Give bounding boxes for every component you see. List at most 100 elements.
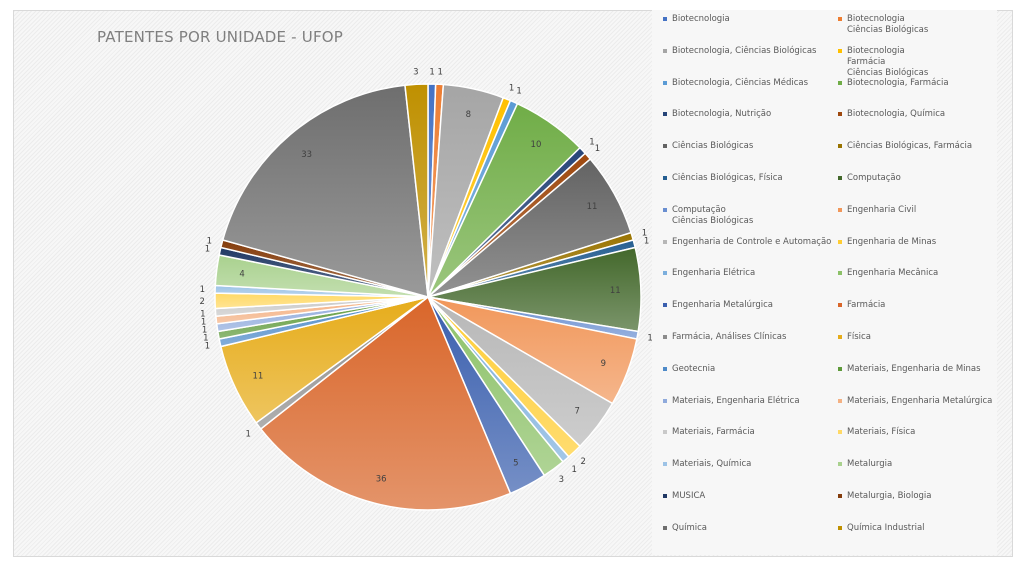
data-label: 11 — [610, 286, 621, 296]
legend-item: MUSICA — [663, 491, 705, 502]
legend-item: Materiais, Engenharia de Minas — [838, 364, 981, 375]
legend-label: Engenharia de Controle e Automação — [672, 236, 832, 247]
data-label: 1 — [516, 86, 521, 96]
legend-marker-icon — [838, 112, 842, 117]
legend-marker-icon — [838, 525, 842, 530]
data-label: 1 — [203, 334, 208, 344]
legend-item: Metalurgia, Biologia — [838, 491, 932, 502]
legend-label: Materiais, Engenharia Metalúrgica — [847, 395, 993, 406]
pie-slice[interactable]: Química Industrial: 3 — [404, 83, 429, 298]
data-label: 9 — [601, 359, 606, 369]
legend-label: Farmácia — [847, 300, 886, 311]
data-label: 1 — [589, 138, 594, 148]
legend-marker-icon — [663, 112, 667, 117]
legend-item: Engenharia Metalúrgica — [663, 300, 773, 311]
legend-label: Farmácia, Análises Clínicas — [672, 332, 787, 342]
legend-marker-icon — [838, 239, 842, 244]
data-label: 1 — [246, 430, 251, 440]
legend-label: Biotecnologia, Ciências Biológicas — [672, 45, 817, 56]
data-label: 5 — [513, 459, 518, 469]
legend-marker-icon — [663, 303, 667, 308]
legend-marker-icon — [663, 366, 667, 371]
legend-label: Metalurgia — [847, 459, 893, 470]
legend-marker-icon — [838, 207, 842, 212]
legend-item: Biotecnologia, Farmácia — [838, 78, 949, 89]
legend-label: Física — [847, 332, 871, 342]
legend-marker-icon — [663, 239, 667, 244]
legend-label: Química Industrial — [847, 522, 925, 533]
data-label: 11 — [252, 372, 263, 382]
legend-marker-icon — [838, 303, 842, 308]
data-label: 10 — [531, 140, 542, 150]
legend-marker-icon — [838, 144, 842, 149]
legend-label: Biotecnologia Farmácia Ciências Biológic… — [847, 45, 929, 78]
legend-marker-icon — [838, 80, 842, 85]
data-label: 1 — [200, 309, 205, 319]
legend-label: MUSICA — [672, 491, 706, 501]
data-label: 1 — [429, 67, 434, 77]
legend-item: Farmácia — [838, 300, 885, 311]
legend-marker-icon — [663, 430, 667, 435]
legend-item: Física — [838, 332, 871, 343]
legend-label: Materiais, Engenharia Elétrica — [672, 395, 800, 406]
legend-marker-icon — [838, 462, 842, 467]
data-label: 1 — [438, 68, 443, 78]
data-label: 1 — [200, 285, 205, 295]
legend-item: Materiais, Engenharia Elétrica — [663, 396, 800, 407]
legend-marker-icon — [663, 525, 667, 530]
chart-title: PATENTES POR UNIDADE - UFOP — [97, 28, 344, 46]
legend-item: Materiais, Química — [663, 459, 751, 470]
legend-item: Computação Ciências Biológicas — [663, 205, 753, 227]
legend-item: Materiais, Farmácia — [663, 427, 755, 438]
data-label: 1 — [647, 334, 652, 344]
legend-marker-icon — [663, 48, 667, 53]
data-label: 8 — [466, 110, 471, 120]
pie-slice[interactable]: Farmácia: 36 — [259, 295, 512, 511]
legend: Biotecnologia Biotecnologia Ciências Biol… — [652, 10, 997, 555]
legend-item: Metalurgia — [838, 459, 892, 470]
data-label: 3 — [413, 68, 418, 78]
legend-marker-icon — [838, 366, 842, 371]
legend-label: Engenharia Mecânica — [847, 268, 939, 279]
legend-label: Ciências Biológicas, Farmácia — [847, 141, 973, 152]
legend-marker-icon — [838, 48, 842, 53]
data-label: 7 — [575, 406, 580, 416]
legend-label: Química — [672, 522, 707, 533]
legend-label: Computação Ciências Biológicas — [672, 204, 754, 226]
legend-marker-icon — [838, 494, 842, 498]
data-label: 1 — [207, 237, 212, 247]
legend-marker-icon — [663, 144, 667, 149]
legend-marker-icon — [663, 207, 667, 212]
pie-slice[interactable]: Química: 33 — [221, 84, 429, 299]
legend-item: Engenharia de Minas — [838, 237, 936, 248]
legend-item: Engenharia de Controle e Automação — [663, 237, 831, 248]
legend-item: Ciências Biológicas — [663, 141, 753, 152]
legend-label: Ciências Biológicas, Física — [672, 173, 783, 183]
legend-item: Ciências Biológicas, Física — [663, 173, 783, 184]
data-label: 1 — [201, 317, 206, 327]
legend-item: Ciências Biológicas, Farmácia — [838, 141, 972, 152]
legend-marker-icon — [663, 17, 667, 21]
legend-marker-icon — [838, 17, 842, 21]
legend-item: Biotecnologia Farmácia Ciências Biológic… — [838, 46, 928, 79]
data-label: 36 — [376, 474, 387, 484]
legend-item: Engenharia Elétrica — [663, 268, 755, 279]
legend-marker-icon — [838, 335, 842, 339]
legend-marker-icon — [663, 335, 667, 339]
legend-label: Engenharia Metalúrgica — [672, 300, 773, 311]
legend-marker-icon — [663, 271, 667, 276]
legend-label: Biotecnologia, Ciências Médicas — [672, 77, 809, 88]
legend-item: Biotecnologia, Ciências Biológicas — [663, 46, 816, 57]
legend-item: Materiais, Física — [838, 427, 915, 438]
legend-marker-icon — [838, 176, 842, 180]
legend-marker-icon — [838, 271, 842, 276]
legend-item: Engenharia Civil — [838, 205, 916, 216]
legend-item: Biotecnologia — [663, 14, 730, 25]
legend-item: Farmácia, Análises Clínicas — [663, 332, 786, 343]
legend-marker-icon — [663, 176, 667, 180]
legend-label: Materiais, Química — [672, 459, 752, 470]
legend-marker-icon — [663, 398, 667, 403]
legend-label: Geotecnia — [672, 363, 716, 374]
legend-label: Ciências Biológicas — [672, 141, 754, 152]
